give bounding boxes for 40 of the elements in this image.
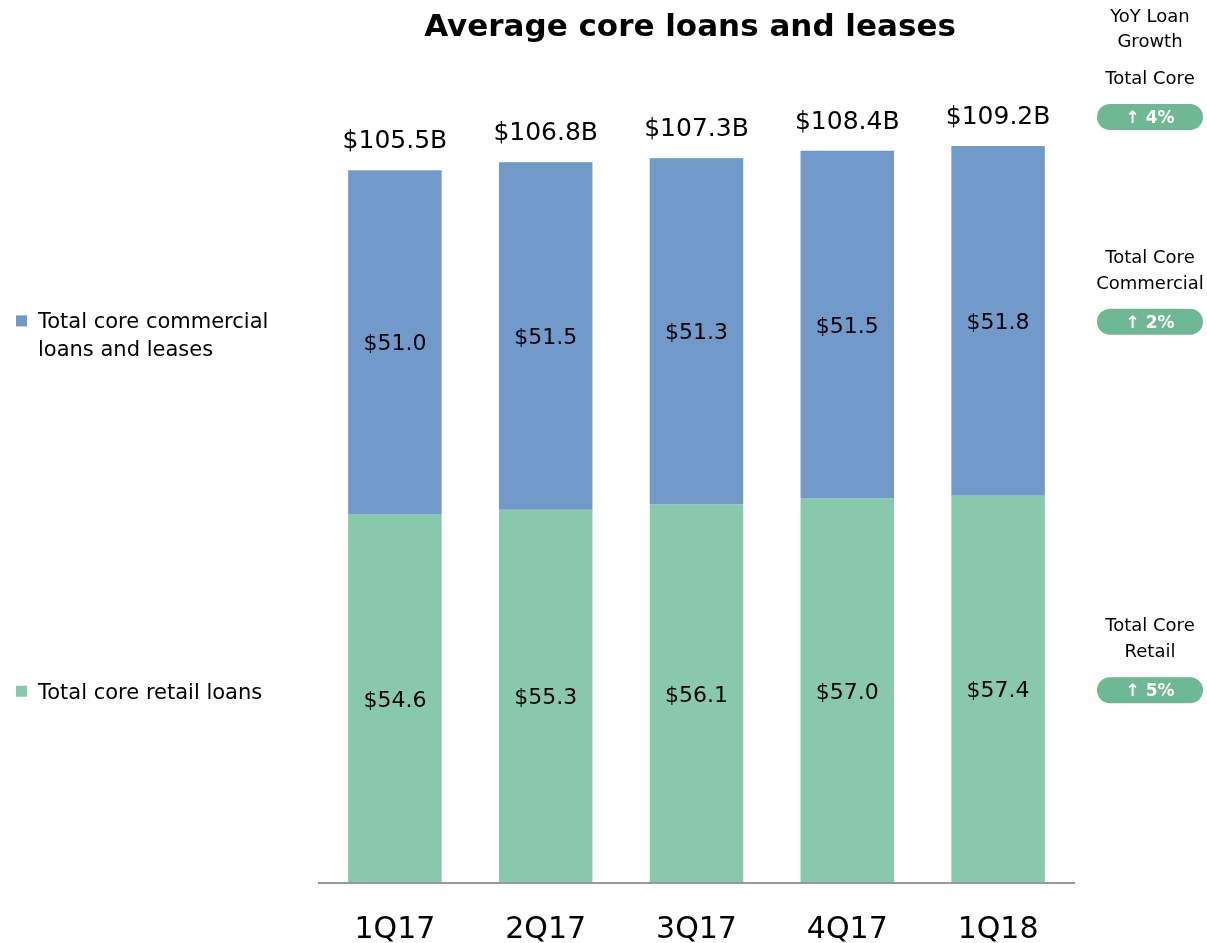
bar bbox=[800, 498, 895, 883]
data-label: $56.1 bbox=[665, 681, 728, 707]
x-tick-label: 2Q17 bbox=[505, 910, 587, 943]
data-label: $55.3 bbox=[514, 684, 578, 710]
x-tick-label: 3Q17 bbox=[656, 910, 737, 943]
data-label: $51.3 bbox=[665, 319, 728, 345]
data-label: $54.6 bbox=[363, 686, 427, 712]
bar bbox=[649, 158, 744, 505]
bar bbox=[951, 146, 1045, 496]
bar bbox=[498, 509, 593, 883]
text: Total Core Retail bbox=[1104, 614, 1195, 662]
data-label: $57.0 bbox=[815, 678, 879, 704]
x-tick-label: 4Q17 bbox=[806, 910, 888, 943]
bar bbox=[498, 162, 593, 510]
text: ↑ 4% bbox=[1125, 107, 1175, 127]
bar bbox=[800, 150, 895, 499]
total-label: $109.2B bbox=[945, 101, 1051, 130]
text: Total Core Commercial bbox=[1096, 245, 1204, 293]
data-label: $51.0 bbox=[363, 330, 427, 356]
data-label: $51.5 bbox=[514, 323, 578, 349]
text: ↑ 2% bbox=[1125, 311, 1175, 332]
legend-label: Total core retail loans bbox=[37, 679, 263, 704]
data-label: $51.5 bbox=[815, 312, 879, 338]
x-tick-label: 1Q17 bbox=[354, 910, 436, 943]
total-label: $107.3B bbox=[644, 113, 749, 143]
legend-label: Total core commercial loans and leases bbox=[37, 309, 269, 362]
bar bbox=[348, 170, 442, 515]
data-label: $51.8 bbox=[966, 308, 1030, 334]
total-label: $105.5B bbox=[342, 125, 448, 155]
text: YoY Loan Growth bbox=[1109, 5, 1190, 51]
total-label: $106.8B bbox=[493, 117, 599, 147]
text: Total Core bbox=[1104, 67, 1195, 88]
bar bbox=[649, 504, 744, 883]
chart-title: Average core loans and leases bbox=[424, 7, 956, 43]
data-label: $57.4 bbox=[966, 677, 1030, 703]
x-tick-label: 1Q18 bbox=[957, 910, 1039, 943]
text: ↑ 5% bbox=[1125, 680, 1175, 701]
bar bbox=[951, 495, 1045, 883]
bar bbox=[348, 514, 442, 883]
total-label: $108.4B bbox=[794, 105, 900, 135]
